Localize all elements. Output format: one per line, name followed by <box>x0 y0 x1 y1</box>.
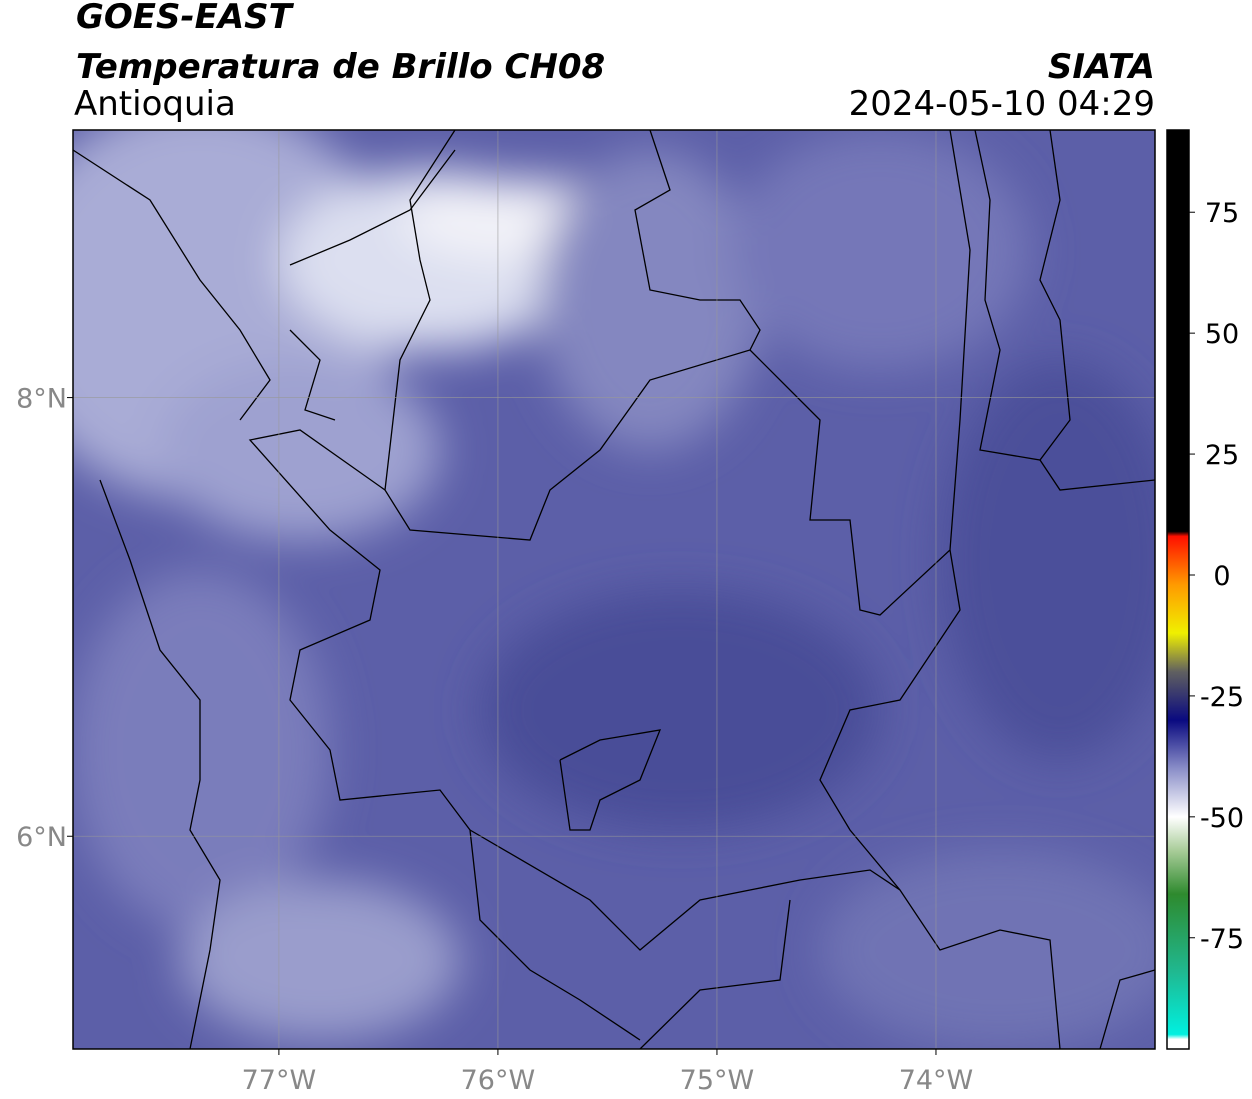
map-frame <box>72 129 1156 1050</box>
colorbar-tick-label: 50 <box>1205 319 1239 350</box>
colorbar-tick-label: -25 <box>1200 682 1244 713</box>
subtitle: Temperatura de Brillo CH08 <box>76 47 605 87</box>
y-tick-label: 6°N <box>16 822 67 853</box>
colorbar <box>1166 129 1190 1050</box>
colorbar-tick-label: -50 <box>1200 803 1244 834</box>
title: GOES-EAST <box>76 0 295 37</box>
grid <box>73 130 1155 1049</box>
colorbar-tick-label: 75 <box>1205 198 1239 229</box>
source: SIATA <box>1048 47 1155 87</box>
y-tick-label: 8°N <box>16 384 67 415</box>
colorbar-tick-label: 0 <box>1213 561 1230 592</box>
x-tick-label: 75°W <box>680 1065 755 1096</box>
colorbar-tick-label: -75 <box>1200 924 1244 955</box>
datetime: 2024-05-10 04:29 <box>849 84 1155 124</box>
x-tick-label: 77°W <box>242 1065 317 1096</box>
x-tick-label: 76°W <box>461 1065 536 1096</box>
x-tick-label: 74°W <box>899 1065 974 1096</box>
region: Antioquia <box>74 84 236 124</box>
colorbar-tick-label: 25 <box>1205 440 1239 471</box>
map-image <box>73 130 1155 1049</box>
